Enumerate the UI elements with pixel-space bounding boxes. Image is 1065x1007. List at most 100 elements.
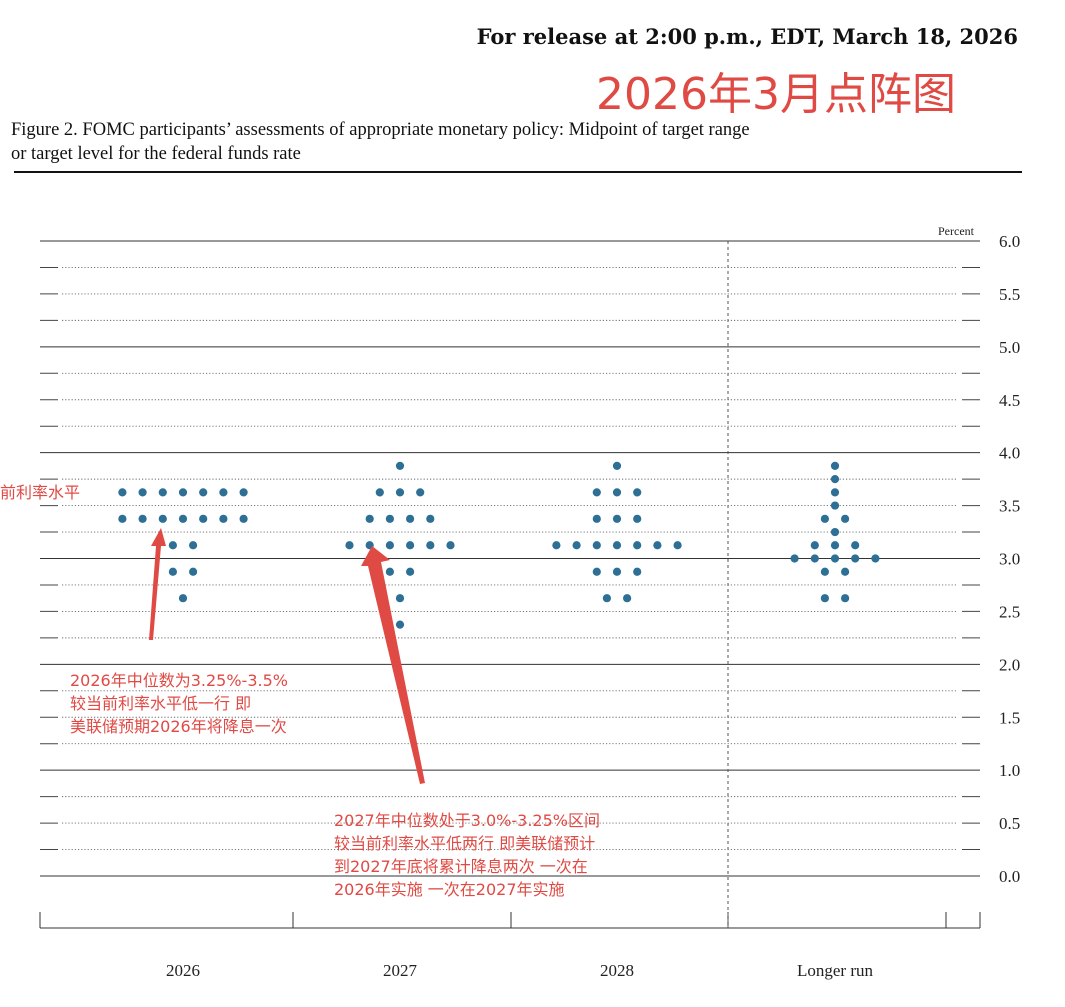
annotation-arrows xyxy=(149,528,425,784)
participant-dot xyxy=(592,567,601,576)
participant-dot xyxy=(168,567,177,576)
y-tick-label: 1.5 xyxy=(999,708,1020,727)
participant-dot xyxy=(406,567,415,576)
participant-dot xyxy=(219,488,228,497)
participant-dot xyxy=(416,488,425,497)
participant-dot xyxy=(633,567,642,576)
participant-dot xyxy=(810,554,819,563)
participant-dot xyxy=(168,541,177,550)
x-axis: 2026 2027 2028 Longer run xyxy=(39,241,981,980)
y-tick-label: 0.5 xyxy=(999,814,1020,833)
participant-dot xyxy=(178,594,188,603)
participant-dot xyxy=(820,594,830,603)
annotation-left-cutoff: 前利率水平 xyxy=(0,483,81,502)
grid-lines xyxy=(40,240,980,877)
caption-rule xyxy=(14,171,1022,173)
participant-dot xyxy=(199,488,208,497)
x-tick-label: 2026 xyxy=(166,961,200,980)
participant-dot xyxy=(653,541,662,550)
annotation-2027-median: 2027年中位数处于3.0%-3.25%区间 较当前利率水平低两行 即美联储预计… xyxy=(334,811,600,899)
participant-dot xyxy=(851,541,860,550)
participant-dot xyxy=(841,514,850,523)
participant-dot xyxy=(426,541,435,550)
participant-dot xyxy=(592,541,601,550)
participant-dot xyxy=(830,541,840,550)
participant-dot xyxy=(572,541,581,550)
participant-dot xyxy=(612,541,622,550)
y-tick-label: 2.0 xyxy=(999,655,1020,674)
participant-dot xyxy=(552,541,561,550)
y-unit-label: Percent xyxy=(938,224,975,238)
participant-dot xyxy=(851,554,860,563)
participant-dot xyxy=(138,514,147,523)
arrow-2027 xyxy=(361,546,425,784)
release-date: For release at 2:00 p.m., EDT, March 18,… xyxy=(476,24,1018,49)
y-tick-label: 3.0 xyxy=(999,550,1020,569)
participant-dot xyxy=(406,541,415,550)
participant-dot xyxy=(830,501,840,510)
y-tick-label: 1.0 xyxy=(999,761,1020,780)
participant-dot xyxy=(178,488,188,497)
participant-dot xyxy=(820,514,830,523)
y-tick-label: 5.5 xyxy=(999,285,1020,304)
participant-dot xyxy=(612,514,622,523)
participant-dot xyxy=(178,514,188,523)
participant-dot xyxy=(820,567,830,576)
participant-dot xyxy=(395,461,405,470)
y-tick-label: 2.5 xyxy=(999,602,1020,621)
y-tick-label: 0.0 xyxy=(999,867,1020,886)
x-tick-label: 2027 xyxy=(383,961,418,980)
y-tick-label: 3.5 xyxy=(999,497,1020,516)
figure-caption: Figure 2. FOMC participants’ assessments… xyxy=(11,118,1011,166)
participant-dot xyxy=(385,541,394,550)
participant-dot xyxy=(345,541,354,550)
participant-dot xyxy=(138,488,147,497)
dot-marks xyxy=(118,461,880,629)
annotation-2026-median: 2026年中位数为3.25%-3.5% 较当前利率水平低一行 即 美联储预期20… xyxy=(70,671,288,736)
participant-dot xyxy=(118,514,127,523)
y-axis: 6.0 5.5 5.0 4.5 4.0 3.5 3.0 2.5 2.0 1.5 1.0 0.5 0.0 P… xyxy=(938,224,1020,886)
participant-dot xyxy=(239,514,248,523)
participant-dot xyxy=(395,620,405,629)
participant-dot xyxy=(841,567,850,576)
figure-caption-line-1: Figure 2. FOMC participants’ assessments… xyxy=(11,120,750,140)
participant-dot xyxy=(790,554,799,563)
participant-dot xyxy=(830,461,840,470)
participant-dot xyxy=(602,594,612,603)
participant-dot xyxy=(633,541,642,550)
participant-dot xyxy=(199,514,208,523)
participant-dot xyxy=(189,567,198,576)
participant-dot xyxy=(871,554,880,563)
participant-dot xyxy=(395,594,405,603)
participant-dot xyxy=(830,488,840,497)
participant-dot xyxy=(633,488,642,497)
y-tick-label: 6.0 xyxy=(999,232,1020,251)
participant-dot xyxy=(426,514,435,523)
x-tick-label: Longer run xyxy=(797,961,874,980)
overlay-title: 2026年3月点阵图 xyxy=(596,69,956,120)
participant-dot xyxy=(673,541,682,550)
y-tick-label: 4.0 xyxy=(999,444,1020,463)
participant-dot xyxy=(830,527,840,537)
participant-dot xyxy=(612,567,622,576)
participant-dot xyxy=(841,594,850,603)
participant-dot xyxy=(395,488,405,497)
x-tick-label: 2028 xyxy=(600,961,634,980)
participant-dot xyxy=(239,488,248,497)
participant-dot xyxy=(612,461,622,470)
participant-dot xyxy=(385,567,394,576)
participant-dot xyxy=(365,514,374,523)
participant-dot xyxy=(623,594,632,603)
participant-dot xyxy=(375,488,384,497)
y-tick-label: 4.5 xyxy=(999,391,1020,410)
participant-dot xyxy=(592,488,601,497)
participant-dot xyxy=(158,488,167,497)
participant-dot xyxy=(633,514,642,523)
participant-dot xyxy=(219,514,228,523)
arrow-2026 xyxy=(149,528,166,640)
participant-dot xyxy=(385,514,394,523)
participant-dot xyxy=(406,514,415,523)
participant-dot xyxy=(830,475,840,484)
participant-dot xyxy=(158,514,167,523)
